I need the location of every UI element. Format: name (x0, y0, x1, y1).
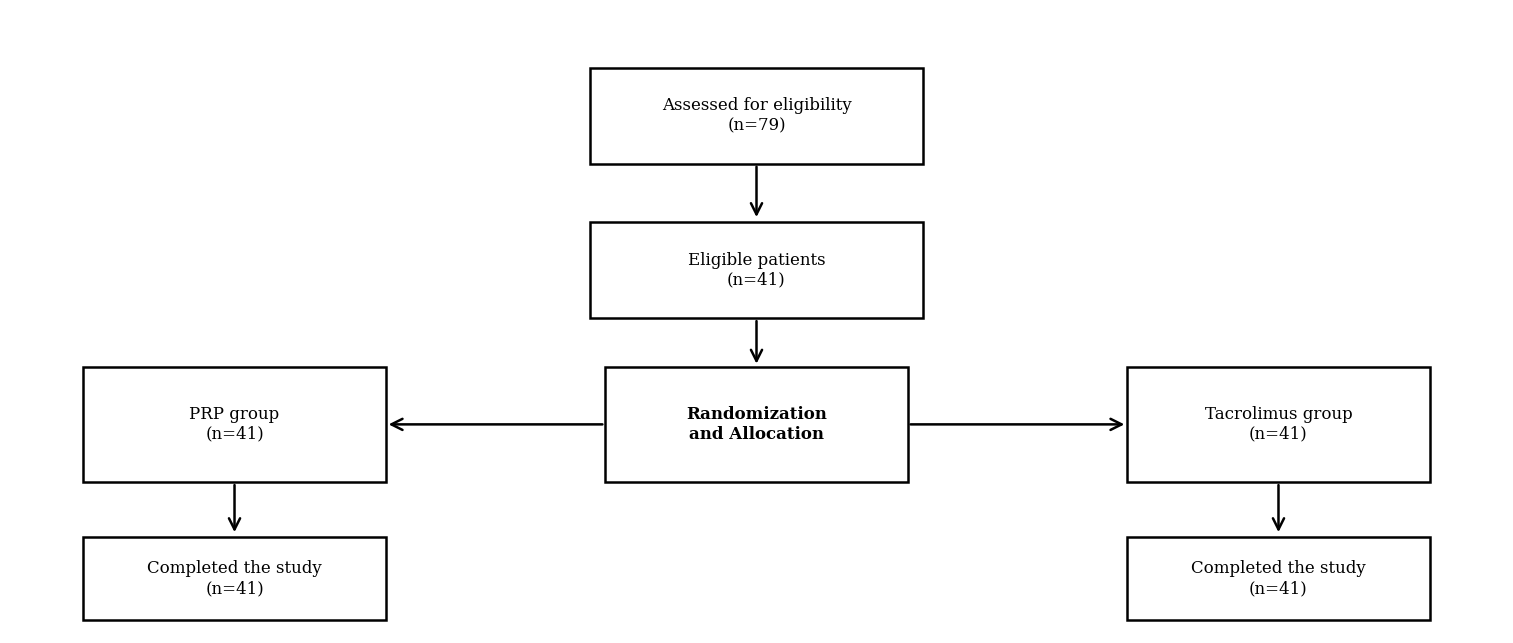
Text: Tacrolimus group
(n=41): Tacrolimus group (n=41) (1204, 406, 1353, 442)
FancyBboxPatch shape (1127, 367, 1430, 482)
Text: PRP group
(n=41): PRP group (n=41) (189, 406, 280, 442)
Text: Assessed for eligibility
(n=79): Assessed for eligibility (n=79) (661, 98, 852, 134)
FancyBboxPatch shape (1127, 537, 1430, 620)
Text: Eligible patients
(n=41): Eligible patients (n=41) (688, 252, 825, 288)
FancyBboxPatch shape (83, 367, 386, 482)
Text: Completed the study
(n=41): Completed the study (n=41) (1191, 561, 1366, 597)
Text: Randomization
and Allocation: Randomization and Allocation (685, 406, 828, 442)
Text: Completed the study
(n=41): Completed the study (n=41) (147, 561, 322, 597)
FancyBboxPatch shape (605, 367, 908, 482)
FancyBboxPatch shape (590, 222, 923, 318)
FancyBboxPatch shape (83, 537, 386, 620)
FancyBboxPatch shape (590, 68, 923, 164)
